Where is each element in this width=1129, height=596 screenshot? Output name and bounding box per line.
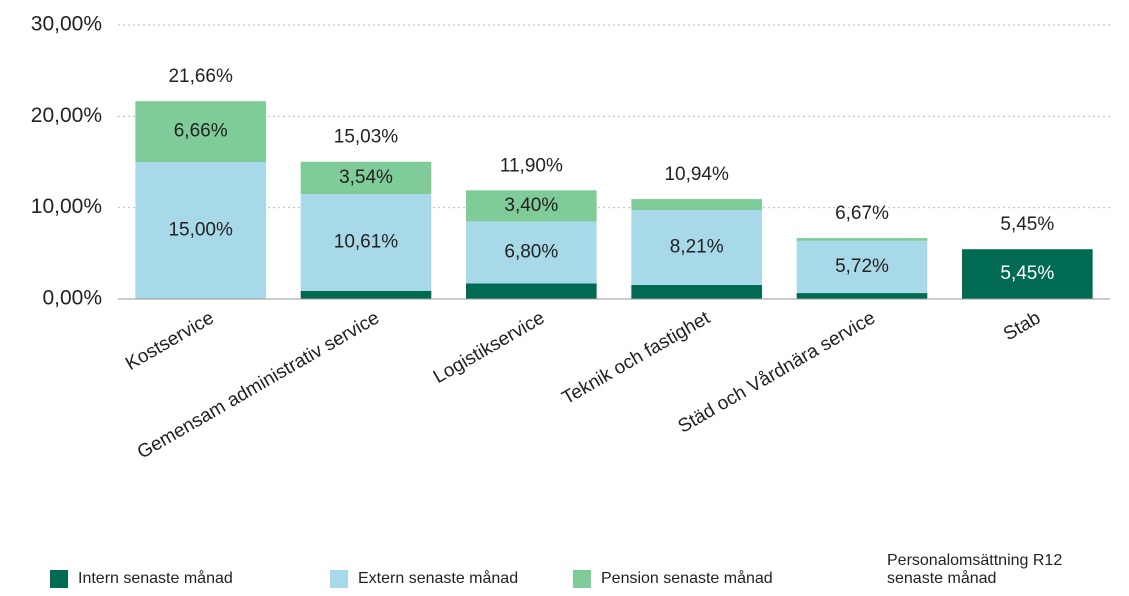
legend-swatch: [573, 570, 591, 588]
data-label: 15,00%: [168, 220, 233, 241]
chart: 0,00% 10,00% 20,00% 30,00% 15,00% 6,66% 21,66%…: [31, 13, 1110, 463]
legend-label: Pension senaste månad: [601, 570, 773, 587]
bar-segment: [466, 283, 597, 299]
x-tick-label: Kostservice: [122, 307, 218, 374]
legend-swatch: [50, 570, 68, 588]
bar-segment: [796, 240, 928, 294]
y-tick-label: 30,00%: [31, 13, 102, 36]
bar-segment: [466, 190, 597, 222]
legend-item: Pension senaste månad: [573, 570, 773, 588]
legend-item: Personalomsättning R12 senaste månad: [887, 552, 1122, 588]
bar-segment: [796, 293, 928, 299]
total-label: 5,45%: [1000, 214, 1054, 235]
legend-label: Extern senaste månad: [358, 570, 519, 587]
bar-segment: [300, 194, 432, 291]
bar-segment: [300, 290, 432, 299]
total-label: 15,03%: [334, 127, 399, 148]
x-tick-label: Teknik och fastighet: [559, 307, 715, 409]
bar-segment: [962, 249, 1093, 299]
y-tick-label: 10,00%: [31, 195, 102, 218]
data-label: 5,72%: [835, 256, 889, 277]
data-label: 8,21%: [670, 237, 724, 258]
bar-segment: [796, 238, 928, 241]
y-tick-label: 20,00%: [31, 104, 102, 127]
legend-label: Intern senaste månad: [78, 570, 233, 587]
bar-segment: [631, 210, 762, 286]
x-tick-label: Logistikservice: [430, 307, 548, 387]
total-label: 11,90%: [500, 155, 563, 176]
total-label: 10,94%: [664, 164, 729, 185]
data-label: 3,54%: [339, 167, 393, 188]
y-tick-label: 0,00%: [42, 287, 102, 310]
data-label: 6,80%: [504, 241, 558, 262]
legend-label: Personalomsättning R12 senaste månad: [887, 552, 1063, 587]
x-tick-label: Stab: [1000, 307, 1044, 345]
bar-segment: [631, 285, 762, 299]
data-label: 6,66%: [174, 121, 228, 142]
legend-swatch: [330, 570, 348, 588]
data-label: 10,61%: [334, 232, 399, 253]
bar-segment: [135, 101, 266, 162]
total-label: 6,67%: [835, 203, 889, 224]
bar-segment: [300, 161, 432, 195]
total-label: 21,66%: [168, 66, 233, 87]
data-label: 5,45%: [1000, 263, 1054, 284]
bar-segment: [466, 221, 597, 284]
legend: Intern senaste månad Extern senaste månad…: [0, 552, 1129, 596]
data-label: 3,40%: [504, 195, 558, 216]
bar-segment: [631, 199, 762, 211]
bar-segment: [135, 162, 266, 299]
legend-item: Intern senaste månad: [50, 570, 233, 588]
legend-item: Extern senaste månad: [330, 570, 518, 588]
